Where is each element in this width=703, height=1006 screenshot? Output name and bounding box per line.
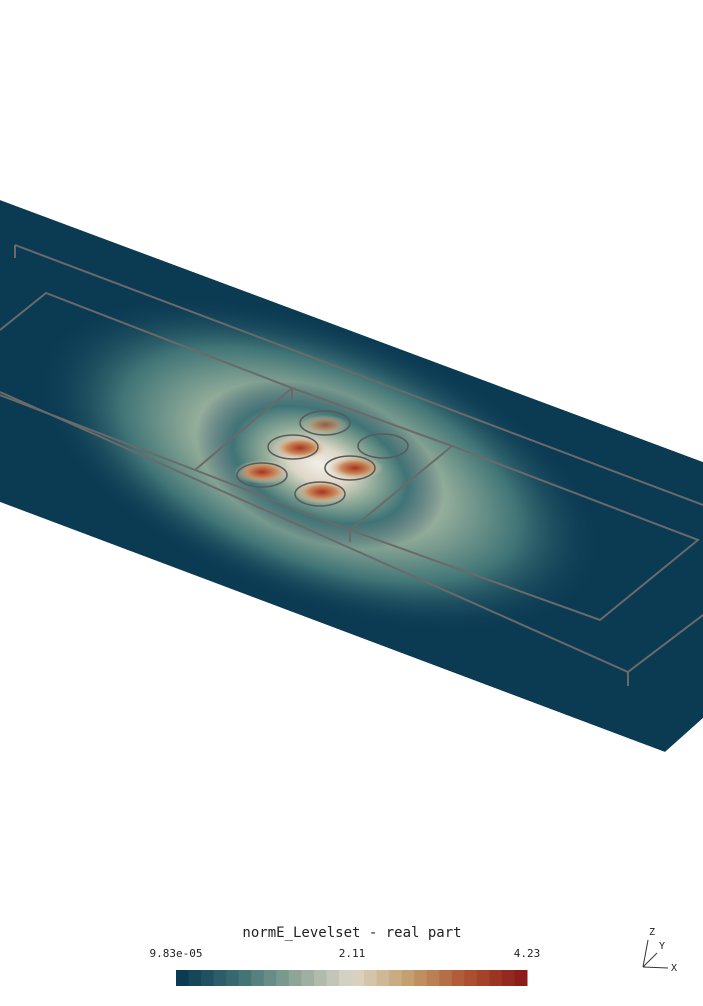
colorbar-band bbox=[201, 970, 215, 986]
colorbar-band bbox=[288, 970, 302, 986]
wireframe bbox=[0, 244, 703, 686]
colorbar-band bbox=[426, 970, 440, 986]
colorbar-label: 9.83e-05 bbox=[150, 947, 203, 960]
axis-y: Y bbox=[659, 941, 665, 952]
colorbar-band bbox=[338, 970, 352, 986]
colorbar-band bbox=[238, 970, 252, 986]
colorbar-band bbox=[226, 970, 240, 986]
colorbar-band bbox=[176, 970, 190, 986]
colorbar-band bbox=[501, 970, 515, 986]
colorbar-band bbox=[476, 970, 490, 986]
colorbar-band bbox=[188, 970, 202, 986]
colorbar-band bbox=[251, 970, 265, 986]
colorbar-band bbox=[439, 970, 453, 986]
field-surface bbox=[0, 200, 703, 752]
colorbar-band bbox=[451, 970, 465, 986]
orientation-axes: Z Y X bbox=[642, 927, 677, 974]
colorbar-band bbox=[326, 970, 340, 986]
colorbar-band bbox=[376, 970, 390, 986]
axis-x: X bbox=[671, 963, 677, 974]
colorbar-band bbox=[351, 970, 365, 986]
axis-z: Z bbox=[649, 927, 655, 938]
cylinders bbox=[236, 410, 409, 507]
colorbar-band bbox=[276, 970, 290, 986]
colorbar bbox=[176, 970, 528, 986]
colorbar-label: 2.11 bbox=[339, 947, 366, 960]
colorbar-band bbox=[263, 970, 277, 986]
colorbar-band bbox=[364, 970, 378, 986]
colorbar-band bbox=[301, 970, 315, 986]
colorbar-band bbox=[401, 970, 415, 986]
colorbar-band bbox=[414, 970, 428, 986]
colorbar-band bbox=[213, 970, 227, 986]
colorbar-title: normE_Levelset - real part bbox=[242, 925, 461, 941]
colorbar-band bbox=[389, 970, 403, 986]
colorbar-label: 4.23 bbox=[514, 947, 541, 960]
colorbar-band bbox=[464, 970, 478, 986]
colorbar-band bbox=[489, 970, 503, 986]
colorbar-band bbox=[313, 970, 327, 986]
colorbar-band bbox=[514, 970, 528, 986]
